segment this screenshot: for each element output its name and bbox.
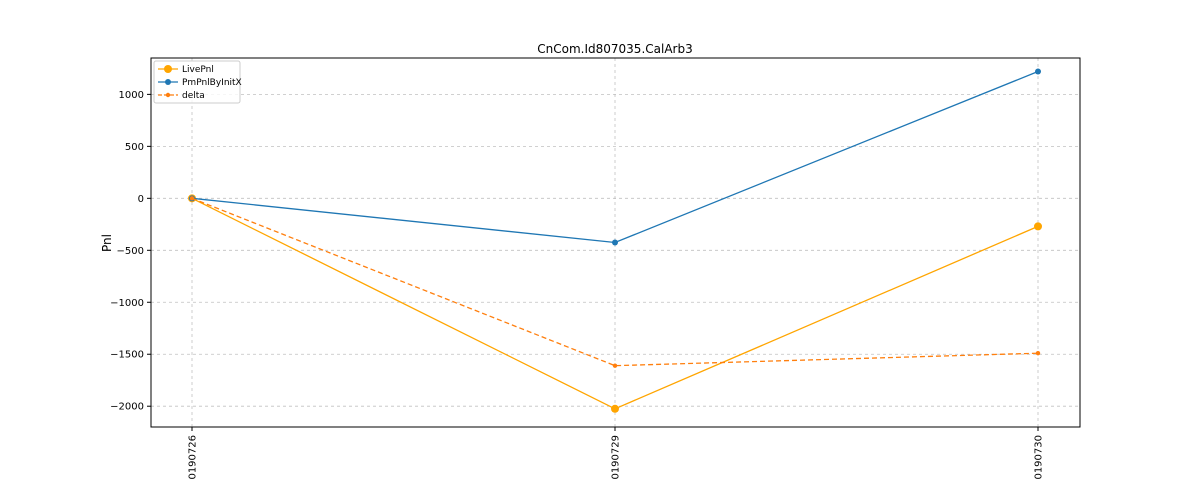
y-tick-label: −500 (117, 246, 144, 257)
data-point-delta (612, 363, 618, 368)
data-point-PmPnlByInitX (612, 239, 618, 246)
legend: LivePnl PmPnlByInitX delta (153, 60, 242, 104)
y-tick-label: −1000 (110, 298, 144, 309)
grid (151, 58, 1080, 427)
y-tick-label: −1500 (110, 350, 144, 361)
legend-marker-LivePnl (164, 65, 172, 73)
legend-marker-delta (165, 92, 171, 98)
x-tick-label: 20190726 (188, 435, 199, 480)
legend-marker-PmPnlByInitX (165, 79, 171, 85)
data-point-delta (189, 196, 195, 201)
y-tick-label: 0 (138, 194, 144, 205)
series-line-delta (191, 197, 1039, 367)
data-point-PmPnlByInitX (1035, 68, 1041, 75)
legend-label-PmPnlByInitX: PmPnlByInitX (182, 78, 242, 88)
x-tick-label: 20190730 (1034, 435, 1045, 480)
y-tick-label: 500 (125, 142, 144, 153)
axes: 1000 500 0 −500 −1000 −1500 −2000 20190726 20190… (110, 90, 1044, 480)
y-tick-label: 1000 (119, 90, 144, 101)
legend-box (153, 60, 241, 104)
y-axis-label: Pnl (100, 234, 114, 252)
data-point-delta (1035, 351, 1041, 356)
plot-frame (150, 57, 1081, 428)
legend-label-delta: delta (182, 91, 205, 101)
data-point-LivePnl (1034, 222, 1042, 231)
y-tick-label: −2000 (110, 402, 144, 413)
legend-label-LivePnl: LivePnl (182, 65, 214, 75)
x-tick-label: 20190729 (611, 435, 622, 480)
series-lines (188, 68, 1042, 413)
chart-title: CnCom.Id807035.CalArb3 (537, 42, 692, 56)
data-point-LivePnl (611, 404, 619, 413)
